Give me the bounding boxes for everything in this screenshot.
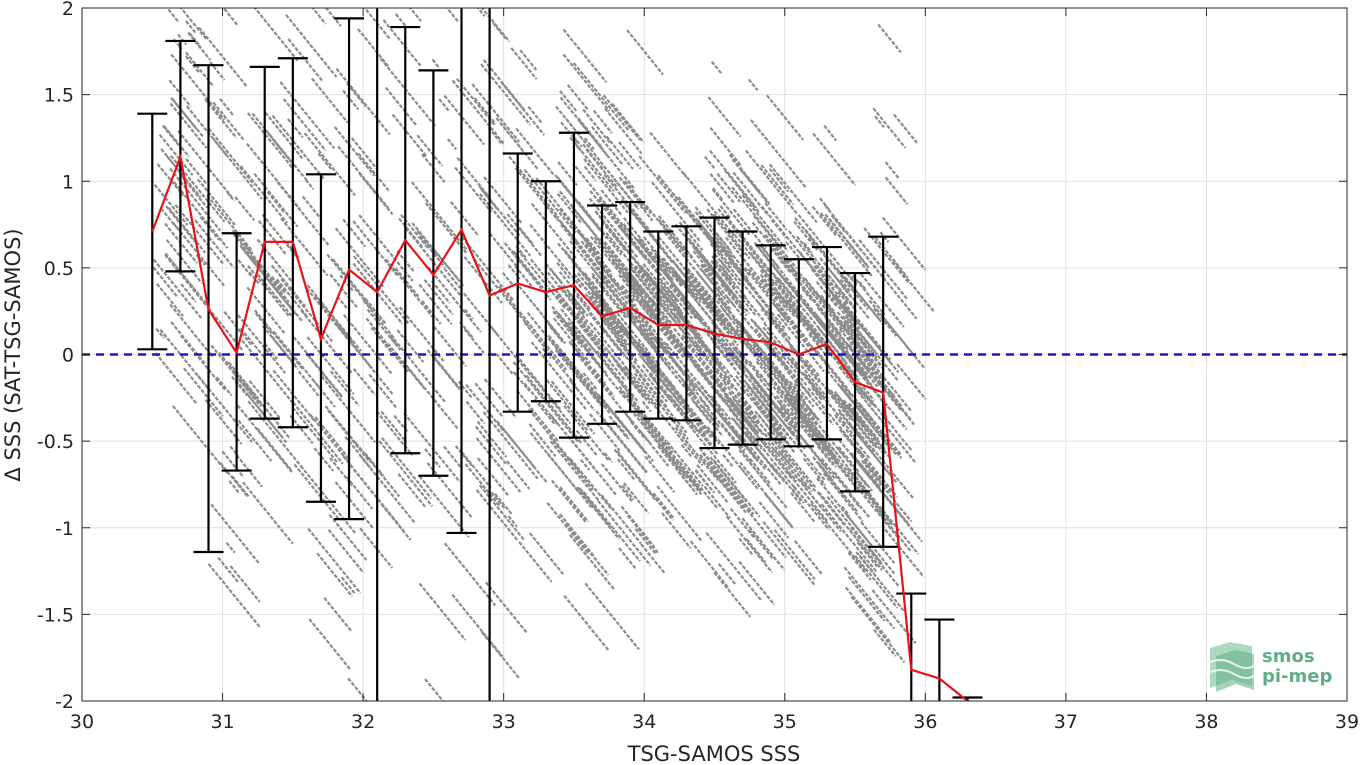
logo-text-smos: smos bbox=[1262, 646, 1315, 667]
x-tick-label: 38 bbox=[1194, 711, 1218, 733]
y-tick-label: -0.5 bbox=[37, 431, 74, 453]
y-tick-label: 2 bbox=[62, 0, 74, 20]
x-tick-label: 34 bbox=[632, 711, 656, 733]
y-tick-label: -1 bbox=[55, 518, 74, 540]
y-tick-label: -2 bbox=[55, 691, 74, 713]
y-tick-labels: -2 -1.5 -1 -0.5 0 0.5 1 1.5 2 bbox=[37, 0, 74, 713]
smos-logo-icon bbox=[1205, 642, 1257, 692]
x-tick-label: 32 bbox=[351, 711, 375, 733]
y-tick-label: 0 bbox=[62, 345, 74, 367]
x-tick-label: 30 bbox=[70, 711, 94, 733]
x-tick-label: 39 bbox=[1335, 711, 1359, 733]
logo-text-pi-mep: pi-mep bbox=[1262, 666, 1332, 687]
error-bars bbox=[137, 8, 983, 701]
x-tick-label: 37 bbox=[1054, 711, 1078, 733]
x-tick-label: 36 bbox=[913, 711, 937, 733]
smos-pi-mep-logo: smos pi-mep bbox=[1205, 642, 1332, 692]
y-tick-label: 1 bbox=[62, 171, 74, 193]
mean-line bbox=[151, 152, 969, 701]
y-tick-label: -1.5 bbox=[37, 604, 74, 626]
scatter-dashes bbox=[152, 8, 935, 701]
x-tick-labels: 30 31 32 33 34 35 36 37 38 39 bbox=[70, 711, 1359, 733]
y-axis-title: Δ SSS (SAT-TSG-SAMOS) bbox=[1, 228, 25, 481]
x-tick-label: 35 bbox=[773, 711, 797, 733]
scatter-points bbox=[152, 8, 935, 701]
x-axis-title: TSG-SAMOS SSS bbox=[627, 742, 801, 765]
x-tick-label: 33 bbox=[492, 711, 516, 733]
y-tick-label: 0.5 bbox=[44, 258, 74, 280]
axis-ticks bbox=[81, 7, 1348, 702]
y-tick-label: 1.5 bbox=[44, 85, 74, 107]
x-tick-label: 31 bbox=[210, 711, 234, 733]
